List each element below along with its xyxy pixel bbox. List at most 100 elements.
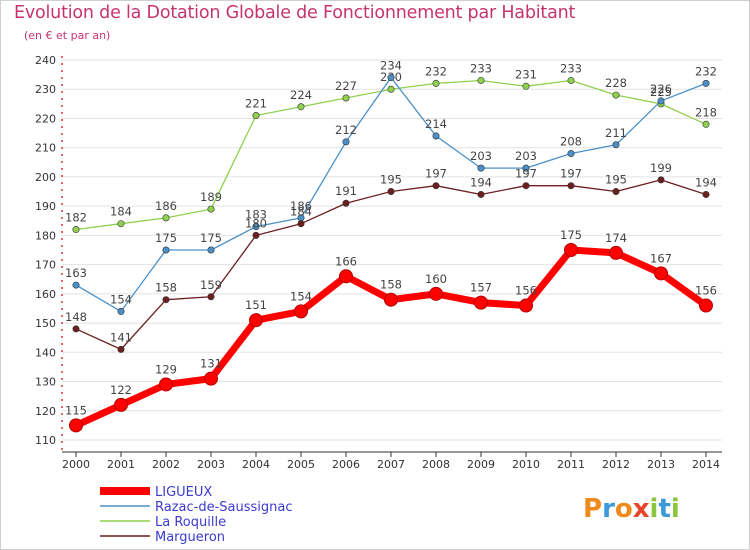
data-point [162,246,170,254]
data-point [519,298,533,313]
data-point [342,94,350,102]
x-tick-label: 2001 [107,458,135,471]
legend-label: La Roquille [155,515,226,530]
data-point [702,120,710,128]
data-label: 233 [470,61,492,75]
data-point [657,97,665,105]
chart-subtitle: (en € et par an) [24,29,111,42]
data-label: 214 [425,117,447,131]
x-tick-label: 2012 [602,458,630,471]
data-label: 159 [200,278,222,292]
data-point [429,286,443,301]
data-point [387,188,395,196]
data-point [117,220,125,228]
data-point [207,246,215,254]
y-tick-label: 200 [35,171,56,184]
data-point [72,226,80,234]
data-label: 158 [380,278,402,292]
data-point [522,164,530,172]
data-label: 203 [515,149,537,163]
y-tick-label: 120 [35,405,56,418]
data-label: 195 [605,173,627,187]
data-label: 226 [650,82,672,96]
data-point [702,190,710,198]
data-point [342,138,350,146]
chart-title: Evolution de la Dotation Globale de Fonc… [14,3,576,23]
data-point [252,231,260,239]
data-point [294,304,308,319]
legend-label: Razac-de-Saussignac [155,500,293,515]
data-label: 156 [695,284,717,298]
data-point [654,266,668,281]
data-point [252,112,260,120]
brand-logo: Proxiti [583,494,680,524]
x-tick-label: 2007 [377,458,405,471]
data-point [477,164,485,172]
data-label: 154 [290,289,312,303]
data-label: 233 [560,61,582,75]
data-point [567,150,575,158]
data-point [432,79,440,87]
data-point [567,182,575,190]
data-label: 232 [425,64,447,78]
data-point [477,76,485,84]
data-label: 180 [245,216,267,230]
x-tick-label: 2010 [512,458,540,471]
legend-label: LIGUEUX [155,485,212,500]
data-point [612,91,620,99]
data-point [567,76,575,84]
data-label: 234 [380,59,402,73]
data-label: 186 [155,199,177,213]
data-label: 203 [470,149,492,163]
data-label: 195 [380,173,402,187]
data-label: 194 [470,175,492,189]
data-point [162,214,170,222]
data-point [252,223,260,231]
data-point [72,325,80,333]
data-label: 115 [65,403,87,417]
data-label: 208 [560,135,582,149]
data-label: 174 [605,231,627,245]
data-point [612,141,620,149]
x-tick-label: 2003 [197,458,225,471]
y-tick-label: 160 [35,288,56,301]
data-label: 151 [245,298,267,312]
data-point [204,371,218,386]
data-point [207,205,215,213]
data-label: 166 [335,254,357,268]
y-tick-label: 210 [35,142,56,155]
data-point [522,182,530,190]
x-tick-label: 2013 [647,458,675,471]
legend-label: Margueron [155,530,225,545]
data-label: 156 [515,284,537,298]
y-tick-label: 150 [35,317,56,330]
data-point [657,176,665,184]
data-label: 228 [605,76,627,90]
data-label: 175 [200,231,222,245]
y-tick-label: 220 [35,112,56,125]
x-tick-label: 2002 [152,458,180,471]
data-point [297,220,305,228]
data-label: 184 [290,205,312,219]
data-point [207,293,215,301]
data-point [387,85,395,93]
data-point [342,199,350,207]
data-point [387,74,395,82]
x-tick-label: 2011 [557,458,585,471]
data-label: 231 [515,67,537,81]
data-point [339,269,353,284]
data-point [249,313,263,328]
data-label: 154 [110,292,132,306]
data-label: 199 [650,161,672,175]
data-point [432,182,440,190]
x-tick-label: 2004 [242,458,270,471]
data-label: 197 [425,167,447,181]
data-point [162,296,170,304]
data-point [117,345,125,353]
data-label: 167 [650,251,672,265]
data-label: 175 [155,231,177,245]
data-label: 184 [110,205,132,219]
data-point [609,245,623,260]
y-tick-label: 180 [35,229,56,242]
